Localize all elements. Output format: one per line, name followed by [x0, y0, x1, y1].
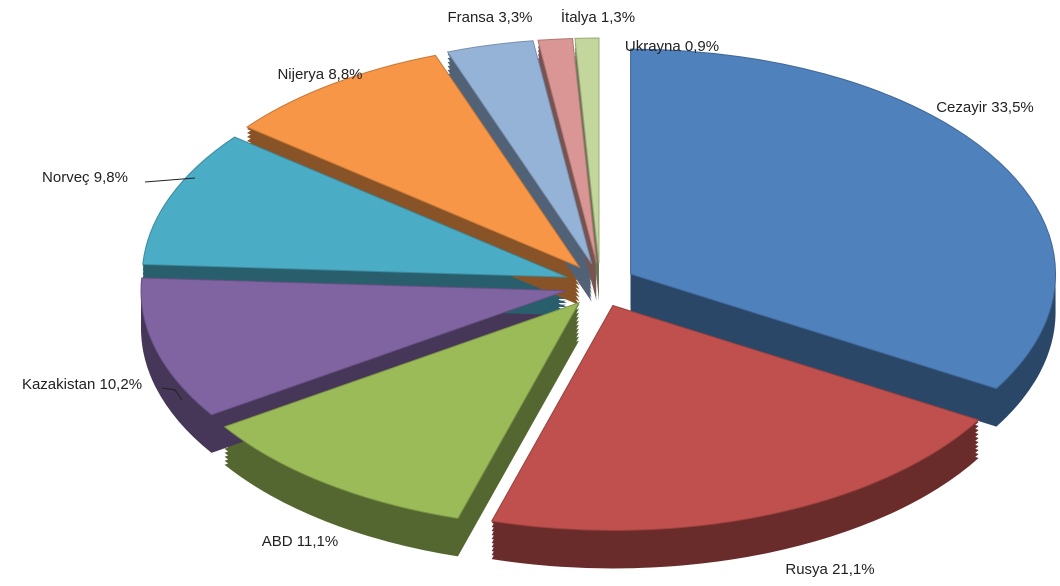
slice-label: Kazakistan 10,2%: [22, 376, 142, 393]
slice-label: Norveç 9,8%: [42, 169, 128, 186]
leader-line: [144, 177, 196, 183]
leader-line: [161, 387, 183, 401]
slice-label-value: 33,5%: [991, 99, 1034, 116]
slice-label: Nijerya 8,8%: [277, 66, 362, 83]
pie-tops: [140, 37, 1057, 531]
slice: [142, 136, 568, 278]
slice: [446, 40, 593, 264]
slice-label: Rusya 21,1%: [785, 561, 874, 578]
slice-side: [538, 44, 597, 270]
slice: [245, 54, 581, 269]
slice: [490, 304, 980, 531]
slice-label: Ukrayna 0,9%: [625, 38, 719, 55]
slice-label-value: 3,3%: [498, 9, 532, 26]
slice-label: ABD 11,1%: [262, 533, 338, 550]
slice: [223, 301, 581, 519]
slice-label: İtalya 1,3%: [561, 8, 635, 26]
slice-label-value: 11,1%: [297, 533, 338, 550]
slice-label-name: Fransa: [447, 9, 494, 26]
slice-label-name: Ukrayna: [625, 38, 682, 55]
slice-label-name: Kazakistan: [22, 376, 95, 393]
slice-label: Fransa 3,3%: [447, 9, 532, 26]
slice: [630, 48, 1057, 390]
slice-label-value: 21,1%: [832, 561, 875, 578]
slice-label-name: İtalya: [561, 8, 598, 26]
slice-side: [538, 48, 597, 274]
slice-side: [538, 52, 597, 278]
slice: [140, 277, 567, 416]
slice-label-name: Norveç: [42, 169, 90, 186]
slice-side: [538, 56, 597, 282]
slice-label-value: 10,2%: [100, 376, 143, 393]
slice-label-value: 1,3%: [601, 9, 635, 26]
labels: Cezayir 33,5% Rusya 21,1% ABD 11,1% Kazakis…: [22, 8, 1034, 578]
slice-label-name: Rusya: [785, 561, 828, 578]
slice-label-name: Cezayir: [936, 99, 987, 116]
slice-label-value: 8,8%: [328, 66, 362, 83]
slice-label-name: Nijerya: [277, 66, 324, 83]
slice-label-value: 0,9%: [685, 38, 719, 55]
slice-label-name: ABD: [262, 533, 293, 550]
slice: [574, 37, 600, 264]
slice: [537, 37, 598, 264]
slice-label: Cezayir 33,5%: [936, 99, 1034, 116]
slice-label-value: 9,8%: [94, 169, 128, 186]
